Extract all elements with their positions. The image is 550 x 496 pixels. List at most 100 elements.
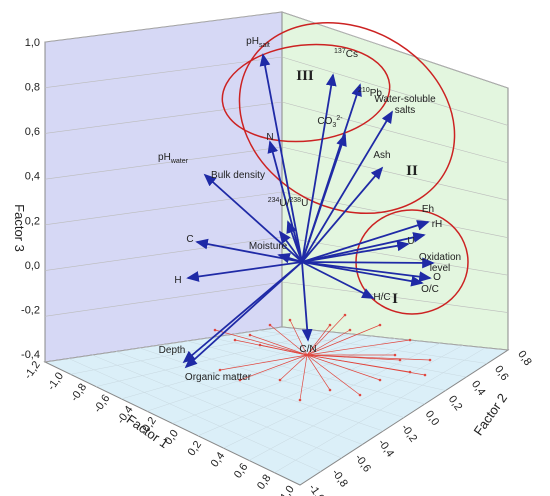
vector-label: Eh bbox=[422, 204, 434, 215]
y-tick-label: 0,2 bbox=[446, 394, 465, 413]
vector-label: H/C bbox=[373, 292, 390, 303]
projection-point bbox=[343, 313, 347, 317]
vector-n bbox=[267, 140, 303, 263]
z-axis-title: Factor 3 bbox=[12, 204, 27, 252]
vector-label: O bbox=[433, 272, 441, 283]
projection-point bbox=[423, 373, 427, 377]
vector-label: N bbox=[266, 132, 273, 143]
y-tick-label: -0,2 bbox=[399, 422, 420, 444]
projection-line bbox=[289, 319, 308, 356]
vector-h-c bbox=[301, 261, 375, 299]
projection-point bbox=[248, 333, 252, 337]
vector-label: Organic matter bbox=[185, 372, 252, 383]
projection-line bbox=[306, 354, 381, 381]
grid-line bbox=[44, 56, 283, 89]
projection-point bbox=[268, 323, 272, 327]
vector-bulk-density bbox=[278, 230, 303, 263]
projection-point bbox=[218, 368, 222, 372]
x-tick-label: 0,4 bbox=[209, 450, 228, 469]
projection-line bbox=[306, 354, 401, 361]
projection-line bbox=[306, 354, 411, 373]
vector-label: rH bbox=[432, 219, 443, 230]
projection-line bbox=[214, 329, 308, 356]
grid-line bbox=[281, 191, 509, 239]
projection-point bbox=[328, 323, 332, 327]
projection-point bbox=[233, 338, 237, 342]
grid-line bbox=[281, 56, 509, 126]
vector-137cs bbox=[301, 73, 337, 263]
grid-line bbox=[210, 337, 446, 391]
projection-point bbox=[258, 343, 262, 347]
projection-point bbox=[408, 370, 412, 374]
grid-line bbox=[44, 191, 283, 226]
x-tick-label: -0,8 bbox=[69, 381, 90, 403]
vector-organic-matter bbox=[184, 261, 303, 369]
projection-line bbox=[306, 314, 346, 356]
vector-h bbox=[186, 261, 303, 282]
vector-label: Water-soluble salts bbox=[374, 94, 436, 116]
vector-eh bbox=[301, 220, 430, 263]
projection-line bbox=[306, 354, 361, 396]
projection-line bbox=[249, 334, 308, 356]
z-tick-label: 0,0 bbox=[25, 260, 40, 272]
projection-line bbox=[259, 344, 308, 356]
vector-label: U bbox=[407, 236, 414, 247]
projection-line bbox=[306, 324, 331, 356]
projection-line bbox=[306, 324, 381, 356]
vector-label: Moisture bbox=[249, 241, 288, 252]
projection-point bbox=[298, 398, 302, 402]
z-tick-label: 1,0 bbox=[25, 37, 40, 49]
grid-line bbox=[187, 340, 425, 405]
projection-line bbox=[299, 354, 308, 401]
vector-co3-2- bbox=[301, 133, 347, 263]
x-tick-label: 0,8 bbox=[255, 472, 274, 491]
x-tick-label: 0,2 bbox=[186, 439, 205, 458]
projection-point bbox=[378, 378, 382, 382]
y-tick-label: -0,6 bbox=[352, 452, 373, 474]
vector-u bbox=[301, 240, 410, 263]
vector-label: 137Cs bbox=[334, 48, 358, 60]
vector-labels: pHsalt 137Cs 210Pb CO32- Water-soluble salts N… bbox=[158, 36, 461, 383]
projection-point bbox=[238, 378, 242, 382]
projection-line bbox=[279, 354, 308, 381]
projection-point bbox=[213, 328, 217, 332]
projection-line bbox=[306, 354, 331, 391]
z-tick-label: 0,4 bbox=[25, 171, 40, 183]
grid-line bbox=[274, 347, 486, 473]
projection-point bbox=[358, 393, 362, 397]
projection-line bbox=[219, 354, 308, 371]
vector-label: O/C bbox=[421, 284, 439, 295]
grid-line bbox=[44, 146, 283, 180]
y-tick-label: -0,4 bbox=[375, 437, 396, 459]
projection-point bbox=[328, 388, 332, 392]
x-tick-label: -1,2 bbox=[22, 359, 43, 381]
vector-o-c bbox=[301, 261, 424, 287]
vector-234u-238u bbox=[286, 220, 303, 263]
vector-label: pHsalt bbox=[246, 36, 270, 49]
vector-ash bbox=[301, 166, 384, 263]
vector-water-soluble-salts bbox=[301, 110, 393, 263]
projection-point bbox=[398, 358, 402, 362]
vector-ph-water bbox=[203, 173, 303, 263]
projection-point bbox=[348, 328, 352, 332]
group-label-I: I bbox=[392, 291, 398, 307]
grid-line bbox=[248, 345, 463, 461]
grid-line bbox=[281, 101, 509, 164]
vector-c-n bbox=[301, 261, 313, 342]
projection-point bbox=[288, 318, 292, 322]
group-label-III: III bbox=[296, 68, 314, 84]
projection-point bbox=[378, 323, 382, 327]
x-tick-label: 0,6 bbox=[232, 461, 251, 480]
y-tick-label: 0,4 bbox=[469, 379, 488, 398]
grid-line bbox=[281, 11, 509, 89]
grid-line bbox=[44, 11, 283, 43]
grid-line bbox=[234, 333, 467, 378]
grid-line bbox=[281, 281, 509, 313]
x-tick-label: 1,0 bbox=[278, 484, 297, 496]
vector-label: C/N bbox=[299, 344, 316, 355]
x-tick-label: -1,0 bbox=[45, 370, 66, 392]
projection-line bbox=[239, 354, 308, 381]
z-tick-label: 0,6 bbox=[25, 126, 40, 138]
z-tick-label: -0,2 bbox=[21, 304, 40, 316]
